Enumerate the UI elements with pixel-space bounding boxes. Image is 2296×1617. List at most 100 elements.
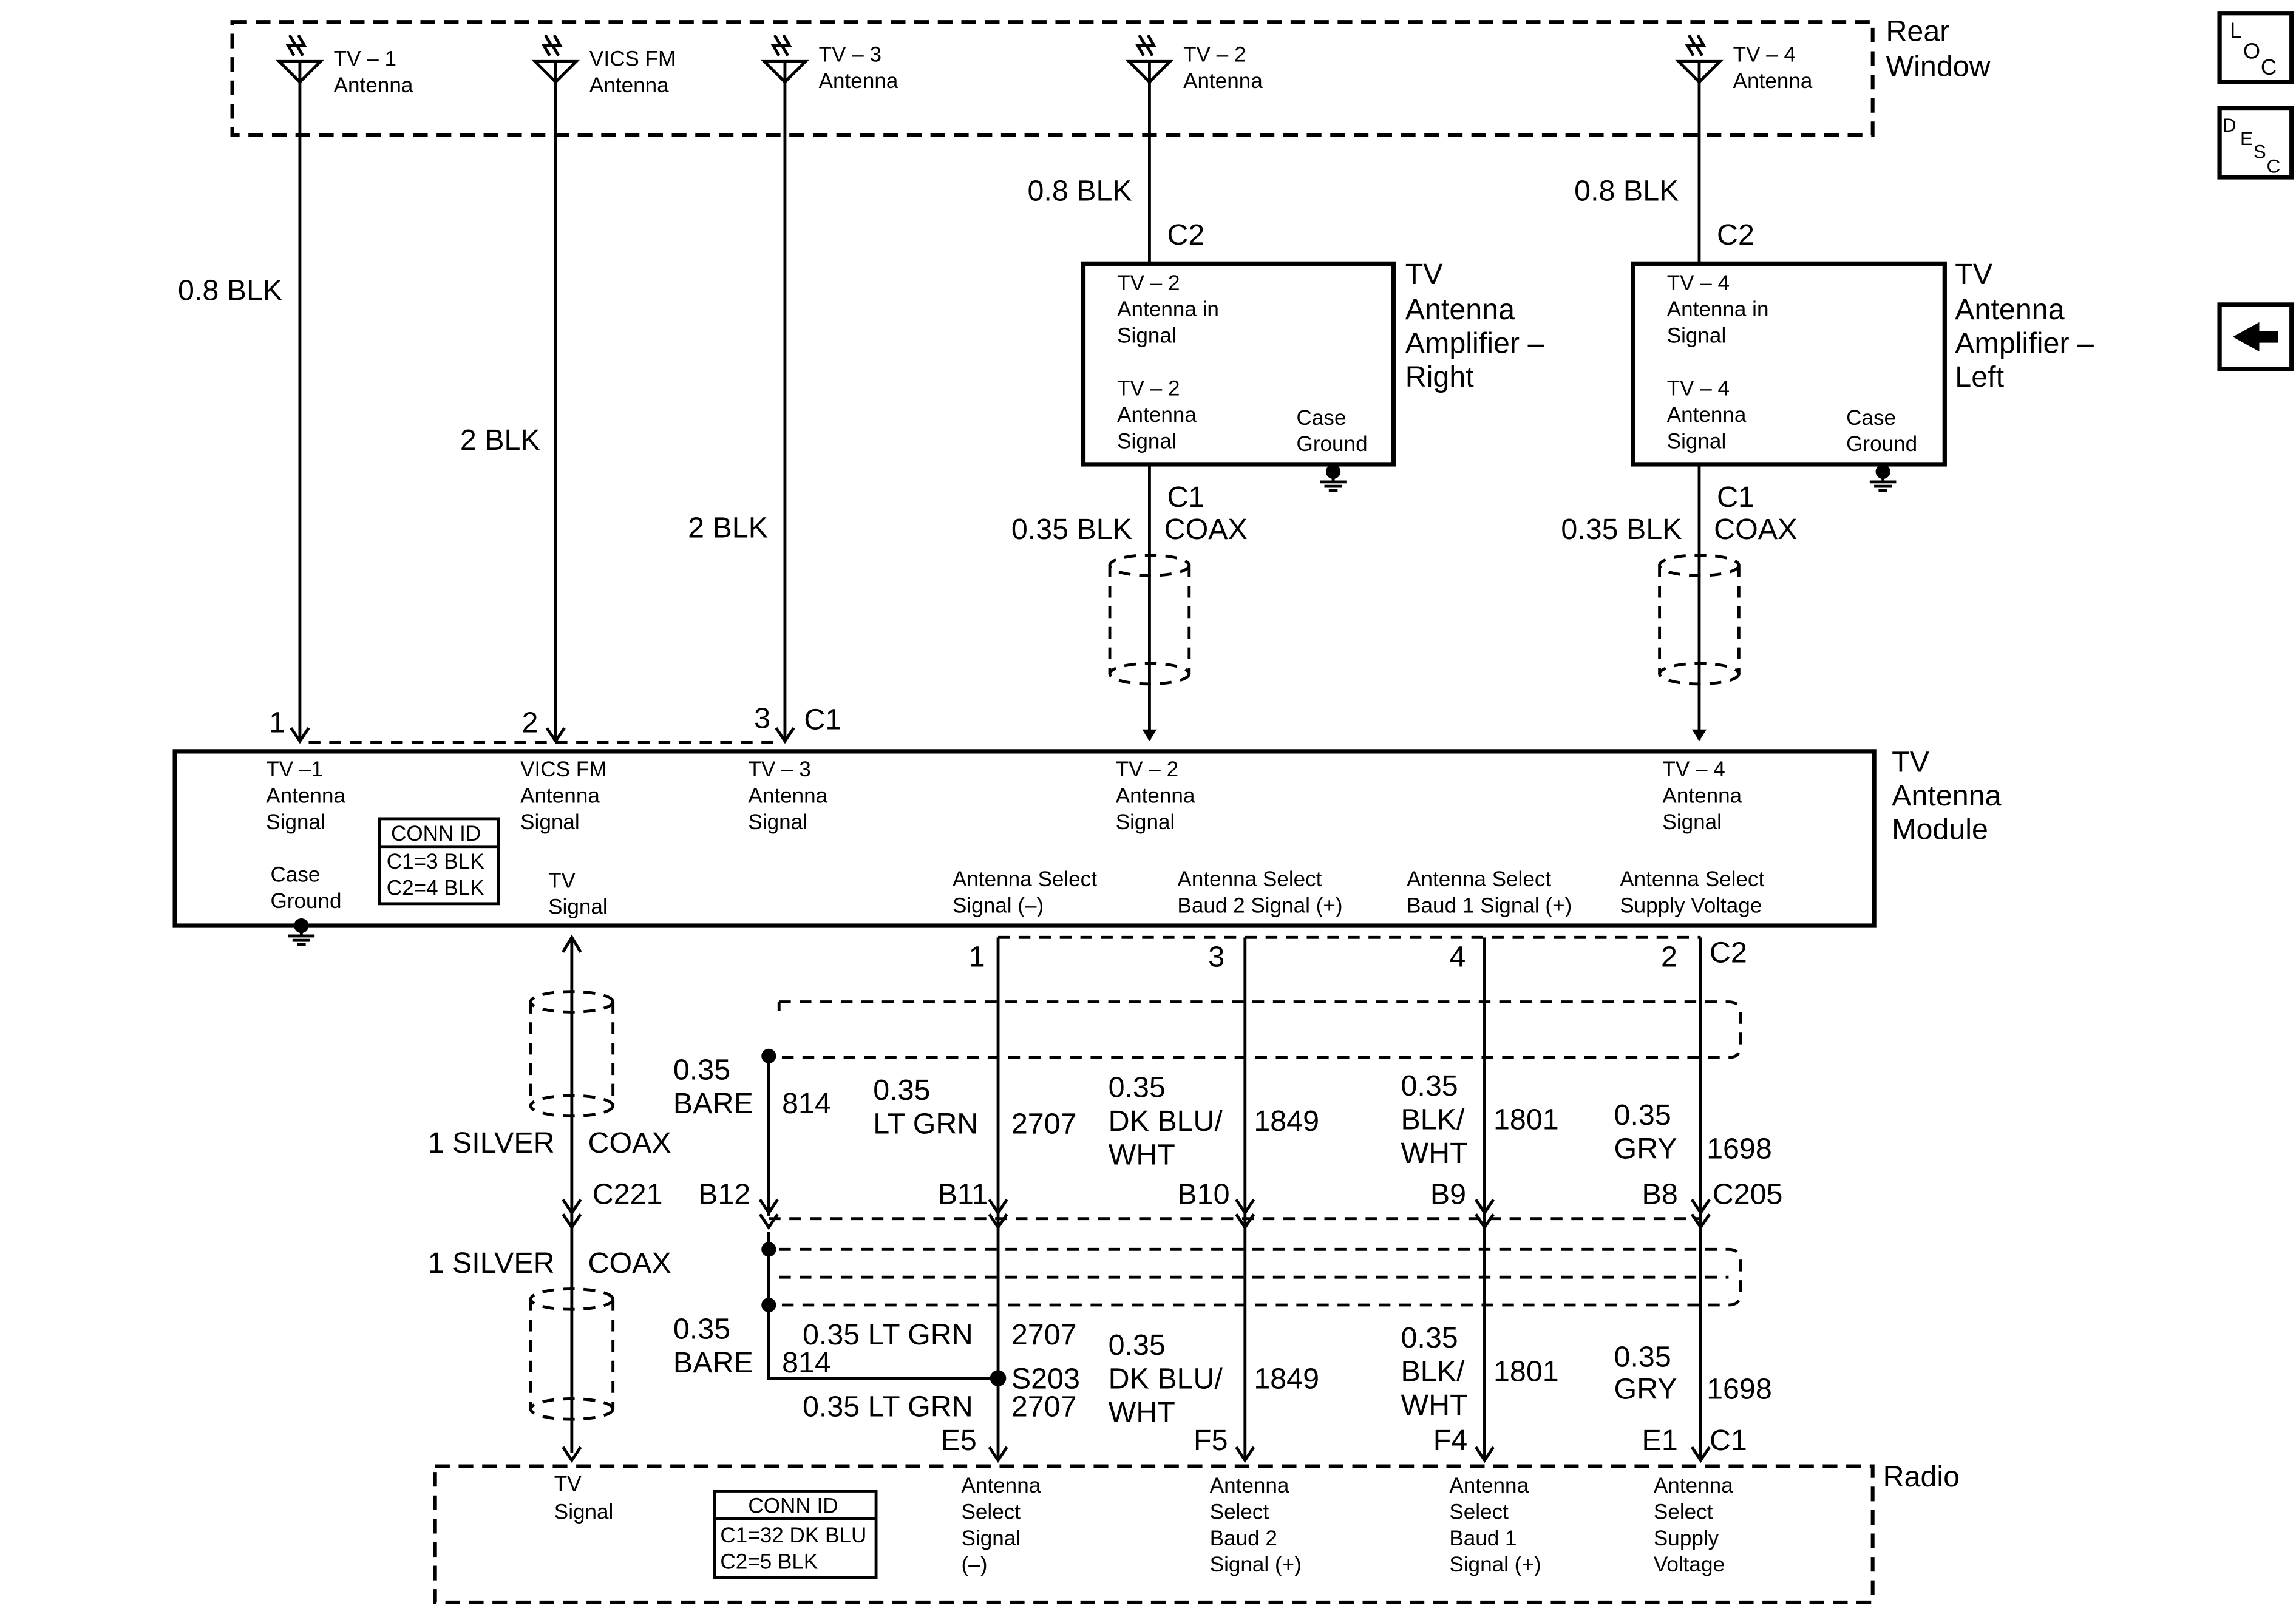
svg-text:C1=32 DK BLU: C1=32 DK BLU — [720, 1524, 866, 1547]
svg-text:1801: 1801 — [1493, 1103, 1559, 1136]
svg-text:Case: Case — [271, 863, 321, 887]
pin-label: B11 — [938, 1178, 988, 1211]
location-button[interactable]: L O C — [2217, 11, 2294, 84]
svg-text:0.35: 0.35 — [1401, 1070, 1458, 1102]
svg-text:E: E — [2240, 128, 2253, 149]
pin-label: E5 — [941, 1424, 977, 1457]
antenna-label: TV – 4 — [1733, 42, 1796, 66]
pin-label: B9 — [1430, 1178, 1466, 1211]
module-input-label: TV –1 — [266, 758, 323, 781]
radio-input-label: Antenna — [1449, 1474, 1529, 1497]
wire-label: 0.8 BLK — [178, 274, 282, 307]
svg-text:BARE: BARE — [673, 1087, 753, 1120]
module-output-label: Baud 1 Signal (+) — [1407, 893, 1572, 917]
antenna-label: Antenna — [334, 73, 413, 97]
module-input-label: Signal — [1662, 810, 1722, 834]
svg-text:0.35: 0.35 — [1401, 1321, 1458, 1354]
radio: Radio TV Signal CONN ID C1=32 DK BLU C2=… — [433, 1460, 1960, 1604]
wire-label: 1 SILVER — [428, 1127, 555, 1159]
module-output-label: Antenna Select — [1177, 867, 1322, 891]
radio-input-label: Antenna — [1654, 1474, 1733, 1497]
connector-chevron — [1235, 1198, 1255, 1216]
svg-text:O: O — [2243, 39, 2260, 64]
pin-label: 2 — [1661, 941, 1677, 974]
svg-text:0.35 LT GRN: 0.35 LT GRN — [803, 1390, 973, 1423]
connector-chevron — [1235, 1446, 1255, 1463]
upper-shield — [777, 1000, 1742, 1059]
module-input-label: Signal — [266, 810, 325, 834]
svg-text:TV – 2: TV – 2 — [1117, 271, 1180, 295]
svg-text:CONN ID: CONN ID — [748, 1494, 838, 1518]
svg-text:GRY: GRY — [1614, 1133, 1677, 1165]
module-input-label: Signal — [748, 810, 807, 834]
radio-input-label: Select — [962, 1500, 1021, 1524]
back-button[interactable] — [2217, 302, 2294, 371]
module-input-label: Signal — [520, 810, 580, 834]
connector-label: C221 — [593, 1178, 663, 1211]
connector-chevron — [562, 1213, 582, 1230]
tv-antenna-module: TV Antenna Module TV –1 Antenna Signal VICS… — [172, 746, 2002, 928]
splice-dot — [761, 1297, 776, 1313]
module-input-label: Signal — [1116, 810, 1175, 834]
pin-label: 1 — [269, 707, 285, 739]
svg-text:C2=4 BLK: C2=4 BLK — [387, 876, 484, 900]
module-output-label: Antenna Select — [1407, 867, 1551, 891]
module-output-label: Signal (–) — [953, 893, 1044, 917]
connector-chevron — [545, 727, 566, 744]
description-button[interactable]: D E S C — [2217, 106, 2294, 180]
svg-text:CONN ID: CONN ID — [391, 822, 481, 846]
svg-text:1698: 1698 — [1707, 1133, 1772, 1165]
pin-label: 4 — [1449, 941, 1466, 974]
connector-label: C2 — [1167, 219, 1204, 251]
connector-chevron — [988, 1446, 1008, 1463]
antenna-label: TV – 2 — [1183, 42, 1246, 66]
pin-label: B12 — [698, 1178, 750, 1211]
connector-label: C2 — [1710, 936, 1747, 969]
arrow-icon — [1691, 729, 1707, 741]
wire-label: 1 SILVER — [428, 1247, 555, 1280]
svg-text:2707: 2707 — [1011, 1108, 1077, 1141]
pin-label: B10 — [1177, 1178, 1229, 1211]
arrow-icon — [1142, 729, 1157, 741]
svg-text:2707: 2707 — [1011, 1318, 1077, 1351]
coax-shield-icon — [529, 990, 615, 1118]
svg-text:LT GRN: LT GRN — [873, 1108, 978, 1141]
rear-window-boundary — [230, 20, 1875, 137]
svg-text:Ground: Ground — [1846, 432, 1917, 456]
rear-window-label: Window — [1886, 50, 1991, 83]
svg-text:Signal: Signal — [548, 895, 608, 919]
pin-label: B8 — [1642, 1178, 1678, 1211]
svg-text:D: D — [2223, 115, 2237, 136]
svg-text:TV: TV — [548, 869, 576, 892]
antenna-label: Antenna — [1183, 69, 1263, 93]
antenna-icon — [1675, 34, 1724, 84]
back-arrow-icon — [2232, 322, 2278, 352]
radio-input-label: Select — [1449, 1500, 1509, 1524]
wire-label: 2 BLK — [460, 424, 540, 456]
svg-text:BARE: BARE — [673, 1346, 753, 1379]
radio-input-label: Baud 1 — [1449, 1527, 1517, 1550]
module-input-label: VICS FM — [520, 758, 606, 781]
lower-harness-labels: 0.35 BARE 814 0.35 LT GRN 2707 S203 0.35… — [673, 1313, 1772, 1429]
svg-text:Antenna: Antenna — [1667, 403, 1747, 427]
connector-chevron — [1474, 1213, 1495, 1230]
connector-chevron — [1474, 1446, 1495, 1463]
svg-text:C1=3 BLK: C1=3 BLK — [387, 850, 484, 873]
svg-text:WHT: WHT — [1109, 1396, 1175, 1429]
wire-label: COAX — [588, 1127, 671, 1159]
svg-text:WHT: WHT — [1401, 1137, 1467, 1170]
antenna-label: Antenna — [1733, 69, 1813, 93]
pin-label: 3 — [1208, 941, 1224, 974]
splice-s203 — [990, 1370, 1007, 1386]
pin-label: 3 — [754, 702, 770, 734]
antenna-label: TV – 1 — [334, 47, 396, 71]
radio-input-label: (–) — [962, 1553, 988, 1576]
svg-text:Case: Case — [1297, 406, 1347, 430]
connector-chevron — [1690, 1213, 1711, 1230]
radio-input-label: Antenna — [1210, 1474, 1289, 1497]
wire-label: 0.8 BLK — [1574, 175, 1679, 208]
svg-text:C2=5 BLK: C2=5 BLK — [720, 1550, 818, 1573]
coax-wires — [1148, 464, 1701, 740]
svg-text:Signal: Signal — [1667, 429, 1727, 453]
